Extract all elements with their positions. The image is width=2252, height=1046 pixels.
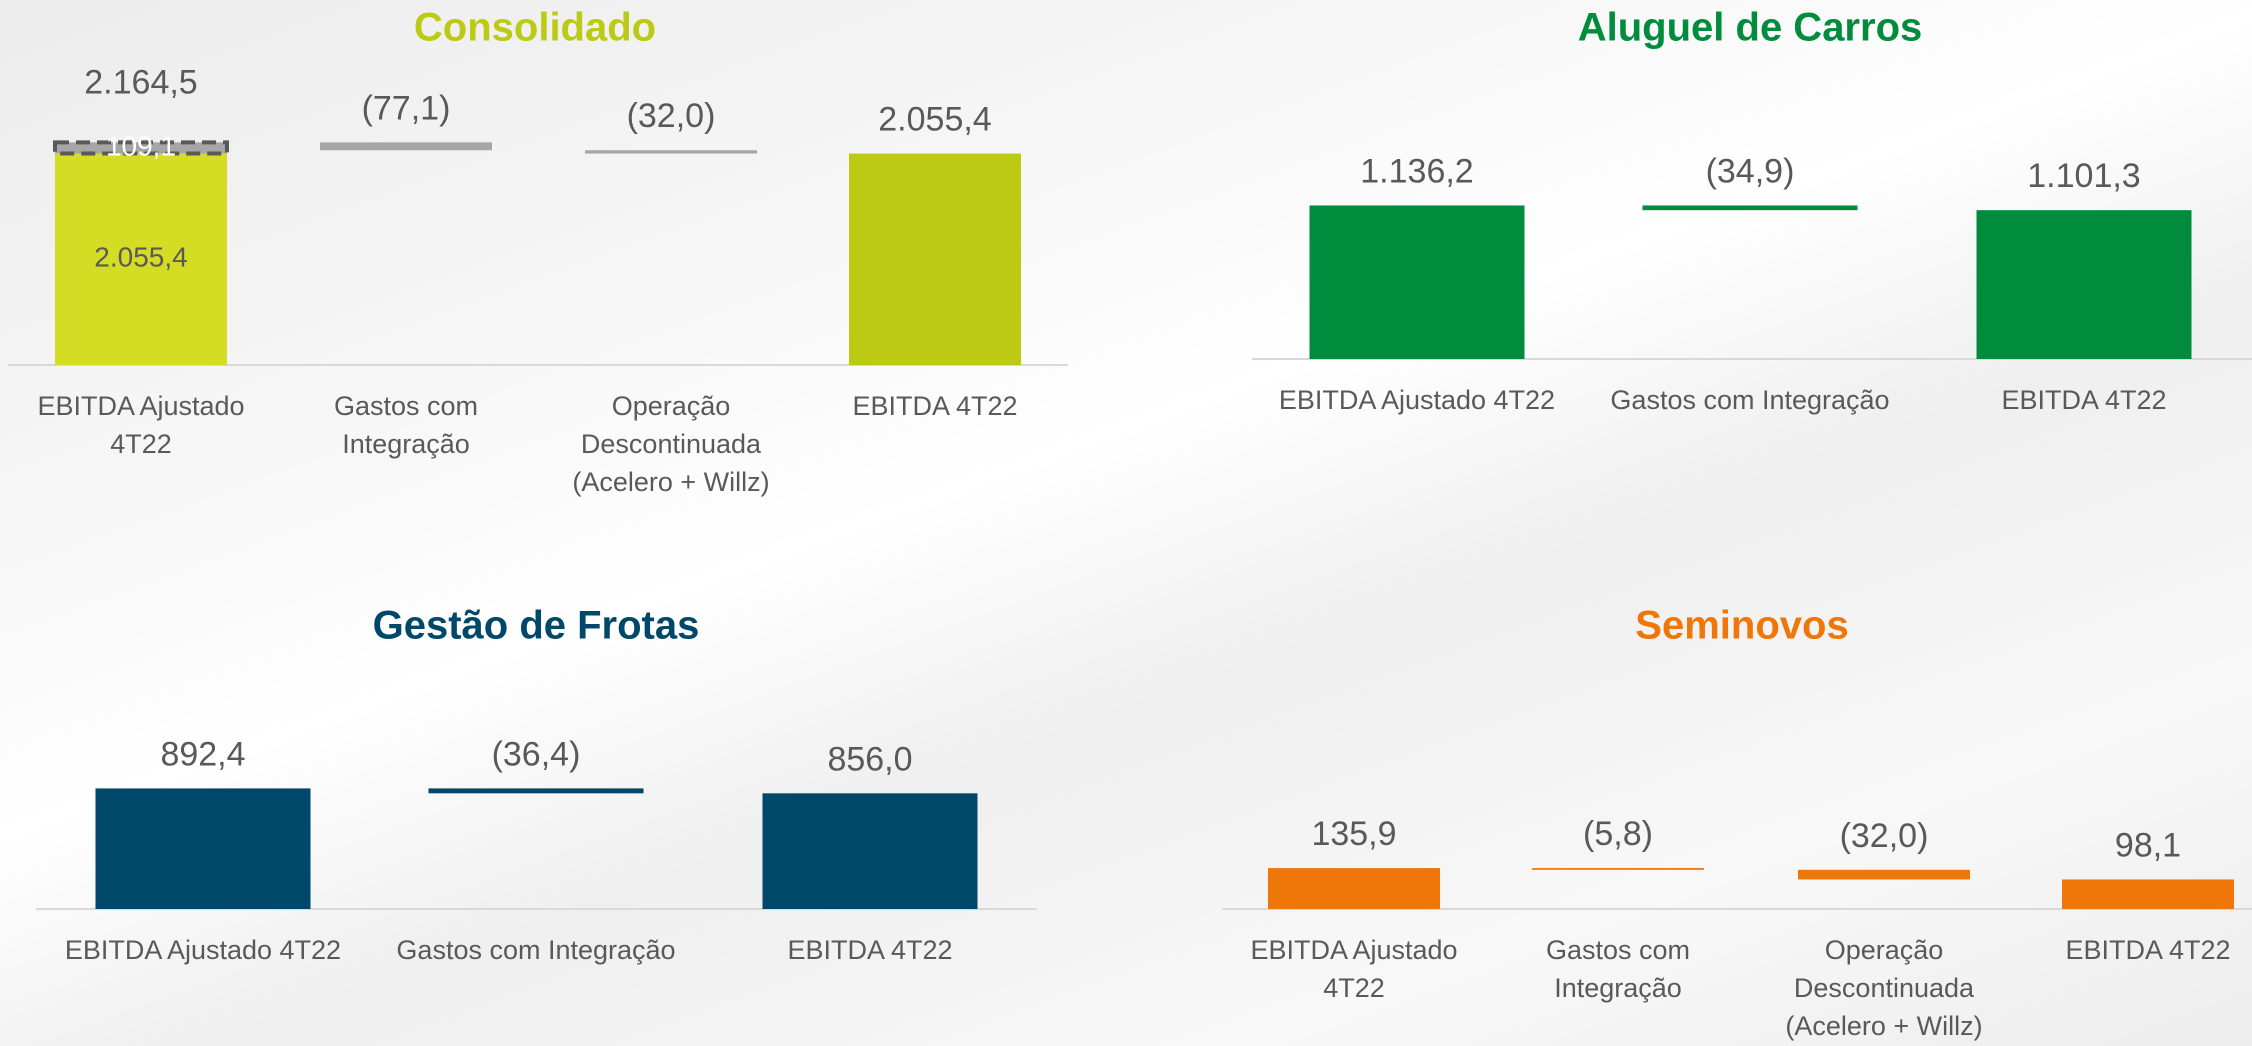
delta-bar: [585, 150, 757, 154]
stacked-bar: [53, 140, 229, 365]
value-label: 1.136,2: [1360, 152, 1473, 190]
value-label: (34,9): [1706, 152, 1795, 190]
bar-segment: [55, 153, 227, 365]
bar: [849, 153, 1021, 365]
chart-title: Gestão de Frotas: [373, 604, 700, 648]
delta-bar: [1798, 869, 1970, 880]
delta-bar: [1642, 205, 1858, 211]
category-label: EBITDA Ajustado 4T22: [64, 935, 342, 965]
chart-title: Aluguel de Carros: [1578, 6, 1923, 50]
bar: [762, 793, 978, 909]
value-label: (77,1): [362, 89, 451, 127]
value-label: (32,0): [627, 97, 716, 135]
category-label: Gastos com Integração: [333, 391, 479, 459]
value-label: (5,8): [1583, 815, 1653, 853]
category-label: EBITDA Ajustado 4T22: [1278, 385, 1556, 415]
bar: [95, 788, 311, 909]
bar: [1268, 868, 1440, 909]
category-label: EBITDA Ajustado 4T22: [37, 391, 245, 459]
category-label: Operação Descontinuada (Acelero + Willz): [572, 391, 770, 497]
value-label: (36,4): [492, 735, 581, 773]
delta-bar: [320, 142, 492, 151]
value-label: 2.164,5: [84, 63, 197, 101]
bar-segment: [53, 140, 229, 156]
bar: [2062, 879, 2234, 909]
category-label: EBITDA Ajustado 4T22: [1250, 935, 1458, 1003]
delta-bar: [1532, 868, 1704, 870]
category-label: Gastos com Integração: [1545, 935, 1691, 1003]
category-label: EBITDA 4T22: [787, 935, 953, 965]
value-label: 135,9: [1311, 815, 1396, 853]
chart-title: Consolidado: [414, 6, 656, 50]
value-label: (32,0): [1840, 817, 1929, 855]
segment-label: 2.055,4: [94, 242, 187, 273]
category-label: Gastos com Integração: [1610, 385, 1890, 415]
delta-bar: [428, 788, 644, 794]
category-label: EBITDA 4T22: [2065, 935, 2231, 965]
value-label: 2.055,4: [878, 101, 991, 139]
category-label: EBITDA 4T22: [2001, 385, 2167, 415]
category-label: EBITDA 4T22: [852, 391, 1018, 421]
value-label: 892,4: [160, 735, 245, 773]
value-label: 856,0: [827, 740, 912, 778]
category-label: Operação Descontinuada (Acelero + Willz): [1785, 935, 1983, 1041]
category-label: Gastos com Integração: [396, 935, 676, 965]
value-label: 1.101,3: [2027, 157, 2140, 195]
value-label: 98,1: [2115, 826, 2181, 864]
bar: [1976, 210, 2192, 359]
chart-title: Seminovos: [1635, 604, 1848, 648]
segment-label: 109,1: [106, 130, 176, 161]
bar: [1309, 205, 1525, 359]
